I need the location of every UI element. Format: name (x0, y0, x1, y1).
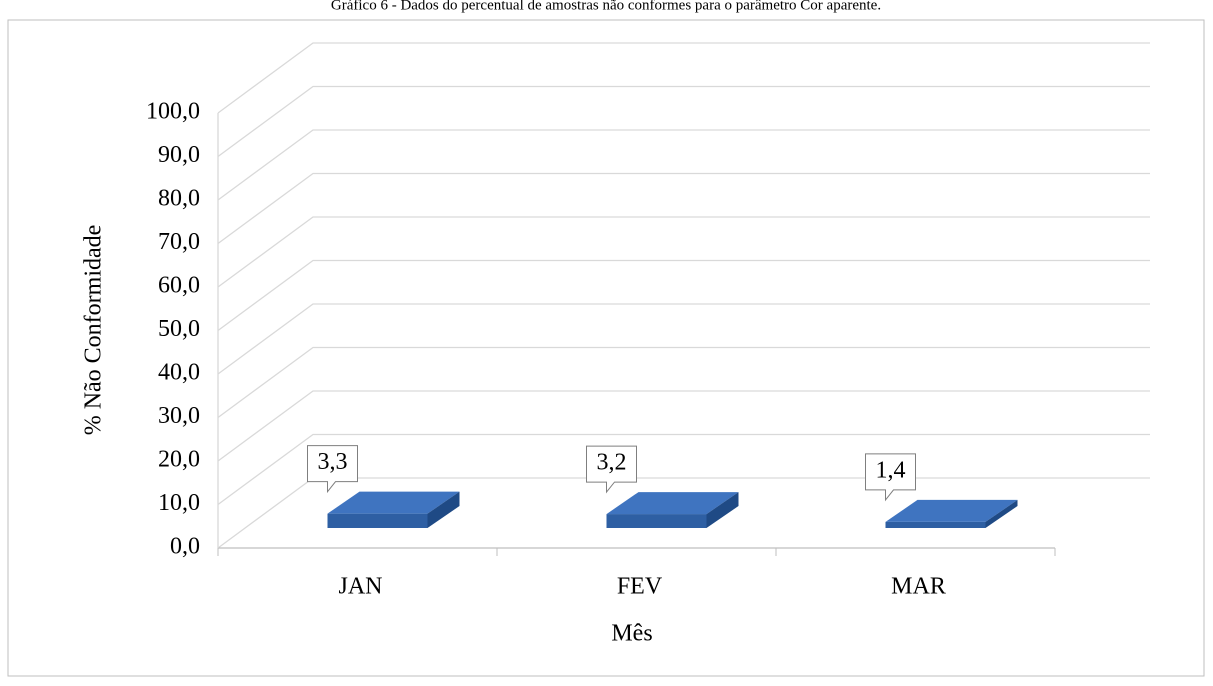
value-label: 3,3 (318, 449, 348, 475)
y-tick-label: 20,0 (158, 447, 200, 473)
bar (885, 521, 986, 528)
y-tick-label: 70,0 (158, 229, 200, 255)
y-tick-label: 40,0 (158, 360, 200, 386)
grid-line (217, 346, 1150, 419)
x-axis-title: Mês (611, 621, 652, 647)
bar-top (327, 491, 460, 514)
grid-line (217, 433, 1150, 506)
grid-line (217, 259, 1150, 332)
value-label: 3,2 (597, 450, 627, 476)
bar-top (606, 492, 739, 515)
value-label-box (586, 445, 637, 494)
grid-line (217, 85, 1150, 158)
bar-side (427, 491, 460, 528)
y-axis-title: % Não Conformidade (81, 225, 107, 436)
y-tick-label: 0,0 (170, 534, 200, 560)
grid-line (217, 390, 1150, 462)
value-label: 1,4 (876, 457, 906, 483)
chart-title: Gráfico 6 - Dados do percentual de amost… (331, 0, 881, 13)
grid-line (217, 42, 1150, 114)
y-tick-label: 80,0 (158, 186, 200, 212)
x-tick-label: MAR (891, 574, 946, 600)
y-tick-label: 100,0 (146, 99, 200, 125)
y-tick-label: 30,0 (158, 403, 200, 429)
bar (606, 514, 707, 528)
bar-top (885, 499, 1018, 522)
grid-line (217, 216, 1150, 288)
x-tick-label: JAN (338, 574, 382, 600)
value-label-box (865, 453, 916, 502)
grid-line (217, 172, 1150, 245)
y-tick-label: 60,0 (158, 273, 200, 299)
y-tick-label: 10,0 (158, 490, 200, 516)
y-tick-label: 90,0 (158, 142, 200, 168)
bar (327, 513, 428, 528)
grid-line (217, 129, 1150, 201)
bar-side (706, 492, 739, 528)
chart-border (7, 19, 1205, 677)
x-tick-label: FEV (617, 574, 663, 600)
y-tick-label: 50,0 (158, 316, 200, 342)
grid-line (217, 303, 1150, 375)
bar-side (985, 499, 1018, 528)
value-label-box (307, 445, 358, 494)
